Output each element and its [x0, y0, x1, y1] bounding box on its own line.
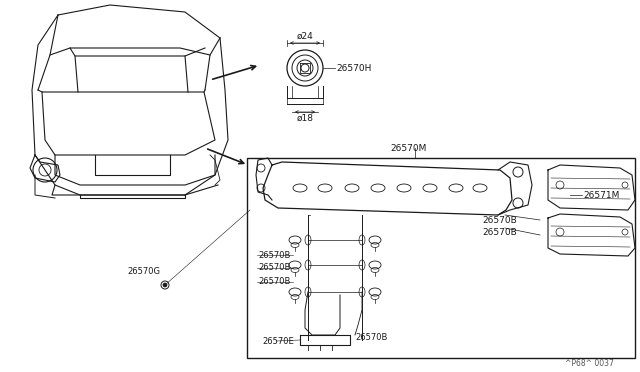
Circle shape — [163, 283, 167, 287]
Text: 26570B: 26570B — [258, 250, 291, 260]
Text: 26570E: 26570E — [262, 337, 294, 346]
Text: 26570H: 26570H — [336, 64, 371, 73]
Text: ø24: ø24 — [296, 32, 314, 41]
Text: 26570B: 26570B — [258, 278, 291, 286]
Text: 26570B: 26570B — [355, 334, 387, 343]
Text: ø18: ø18 — [296, 113, 314, 122]
Text: 26570G: 26570G — [127, 266, 160, 276]
Text: 26570M: 26570M — [390, 144, 426, 153]
Text: 26570B: 26570B — [482, 215, 516, 224]
Text: 26570B: 26570B — [482, 228, 516, 237]
Text: 26571M: 26571M — [583, 190, 620, 199]
Bar — [247, 158, 635, 358]
Text: 26570B: 26570B — [258, 263, 291, 273]
Text: ^P68^ 0037: ^P68^ 0037 — [565, 359, 614, 368]
